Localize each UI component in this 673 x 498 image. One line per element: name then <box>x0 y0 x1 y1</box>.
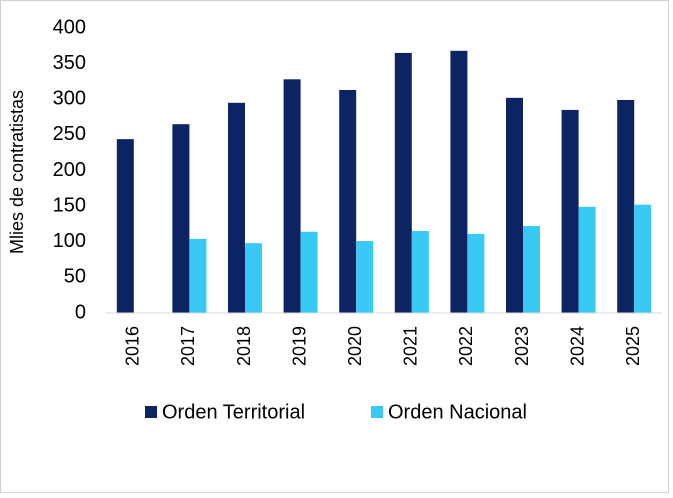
x-tick-label: 2023 <box>512 326 532 366</box>
y-tick-label: 400 <box>53 16 86 38</box>
bar <box>634 204 652 313</box>
x-tick-label: 2024 <box>567 326 587 366</box>
x-tick-label: 2020 <box>345 326 365 366</box>
y-tick-label: 150 <box>53 194 86 216</box>
legend-swatch <box>145 406 157 418</box>
x-tick-label: 2017 <box>178 326 198 366</box>
x-tick-label: 2016 <box>123 326 143 366</box>
bar <box>356 241 374 313</box>
bar <box>617 99 635 314</box>
bar <box>189 238 207 313</box>
y-axis-label: Mlies de contratistas <box>7 90 27 254</box>
x-tick-label: 2019 <box>289 326 309 366</box>
bar <box>283 79 301 313</box>
y-tick-label: 200 <box>53 159 86 181</box>
bar <box>578 206 596 313</box>
y-tick-label: 0 <box>75 301 86 323</box>
y-tick-label: 350 <box>53 52 86 74</box>
bar <box>450 50 468 314</box>
legend-label: Orden Nacional <box>388 401 527 423</box>
y-tick-label: 50 <box>64 266 86 288</box>
bar <box>228 102 245 313</box>
legend-label: Orden Territorial <box>162 401 305 423</box>
bar <box>411 231 429 313</box>
x-tick-label: 2021 <box>401 326 421 366</box>
bar <box>394 52 412 313</box>
bar <box>339 89 357 313</box>
y-tick-label: 250 <box>53 123 86 145</box>
x-tick-label: 2018 <box>234 326 254 366</box>
x-tick-label: 2022 <box>456 326 476 366</box>
bar <box>467 233 485 313</box>
legend-swatch <box>371 406 383 418</box>
bar <box>245 243 262 313</box>
x-tick-label: 2025 <box>623 326 643 366</box>
bar <box>523 226 540 313</box>
y-tick-label: 100 <box>53 230 86 252</box>
bar <box>172 124 190 313</box>
bar <box>300 231 318 313</box>
bar <box>506 97 523 313</box>
y-tick-label: 300 <box>53 88 86 110</box>
bar <box>561 109 579 313</box>
bar <box>116 139 134 313</box>
